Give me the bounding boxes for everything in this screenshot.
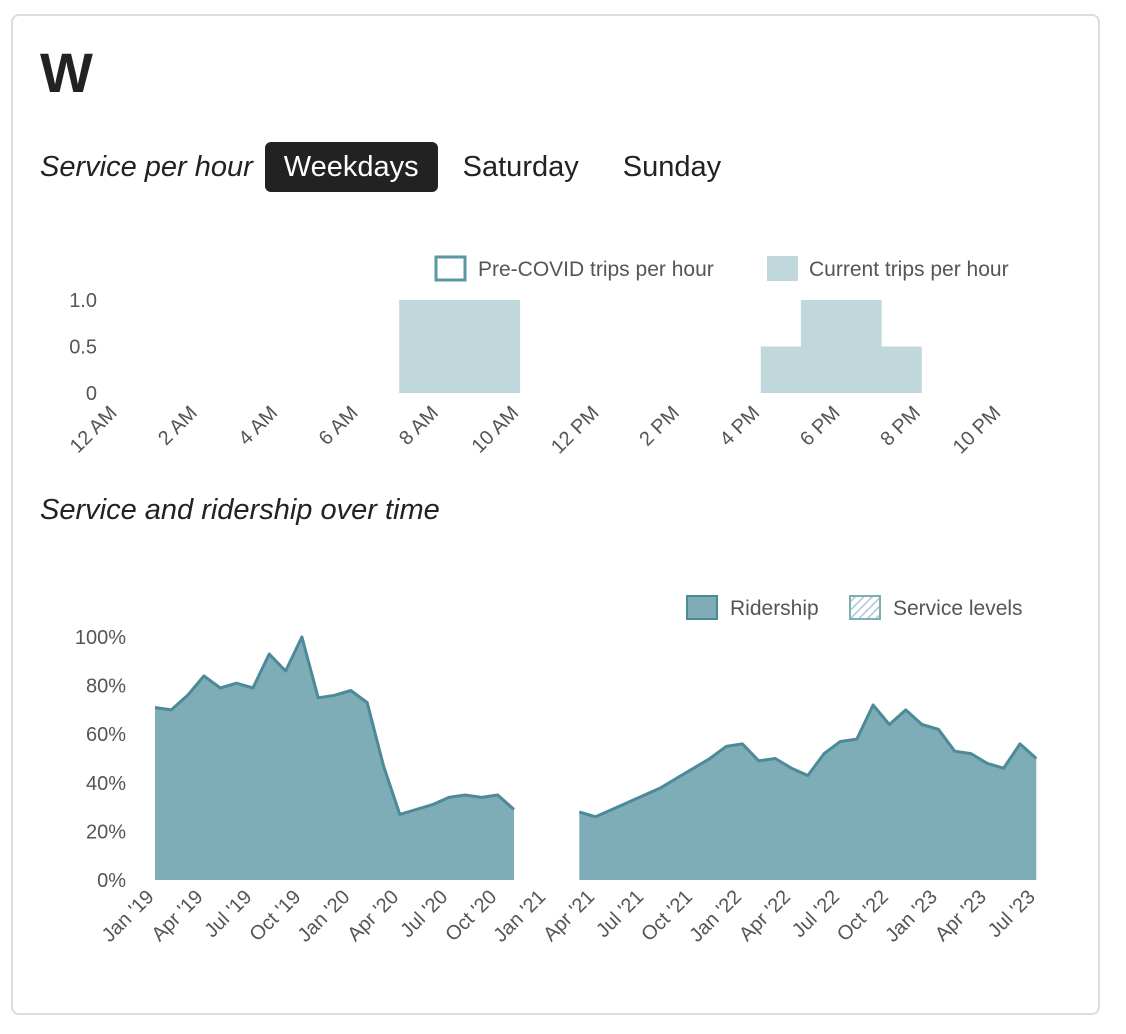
- x-tick-label: Apr '20: [343, 886, 403, 946]
- legend-swatch-precovid: [434, 255, 467, 282]
- ridership-area: [579, 705, 1037, 880]
- x-tick-label: 10 PM: [949, 402, 1005, 458]
- y-tick-label: 0: [86, 383, 97, 405]
- x-tick-label: 6 PM: [796, 402, 845, 451]
- x-tick-label: Jan '23: [881, 886, 942, 947]
- legend-swatch-current: [767, 256, 798, 281]
- x-tick-label: 4 AM: [234, 402, 282, 450]
- legend-label-current: Current trips per hour: [809, 258, 1009, 281]
- ridership-line: [578, 703, 1038, 819]
- ridership-line: [154, 635, 515, 816]
- bar-current-trips: [841, 300, 882, 393]
- service-per-hour-label: Service per hour: [40, 150, 253, 183]
- x-tick-label: 10 AM: [468, 402, 524, 458]
- x-tick-label: 12 AM: [66, 402, 122, 458]
- tab-saturday[interactable]: Saturday: [462, 151, 579, 183]
- x-tick-label: Oct '19: [245, 886, 305, 946]
- x-tick-label: Jan '22: [685, 886, 746, 947]
- service-day-tabs: Service per hour Weekdays Saturday Sunda…: [40, 142, 746, 192]
- y-tick-label: 40%: [86, 773, 126, 795]
- x-tick-label: Apr '21: [539, 886, 599, 946]
- x-tick-label: 4 PM: [716, 402, 765, 451]
- y-tick-label: 20%: [86, 821, 126, 843]
- x-tick-label: 12 PM: [547, 402, 603, 458]
- route-title: W: [40, 41, 93, 104]
- tab-sunday[interactable]: Sunday: [622, 151, 722, 183]
- x-tick-label: Oct '20: [441, 886, 501, 946]
- legend-label-ridership: Ridership: [730, 597, 819, 620]
- y-tick-label: 0.5: [69, 337, 97, 359]
- x-tick-label: 2 AM: [154, 402, 202, 450]
- x-tick-label: 2 PM: [635, 402, 684, 451]
- legend-swatch-service-levels: [849, 595, 881, 620]
- bar-current-trips: [800, 300, 842, 393]
- bar-current-trips: [439, 300, 480, 393]
- x-tick-label: Apr '22: [735, 886, 795, 946]
- hourly-service-chart: 0 0.5 1.0 12 AM 2 AM 4 AM 6 AM 8 AM 10 AM 12 PM 2 …: [66, 290, 1005, 458]
- x-tick-label: Jul '23: [984, 886, 1040, 942]
- y-tick-label: 80%: [86, 676, 126, 698]
- legend-label-service-levels: Service levels: [893, 597, 1023, 620]
- x-tick-label: Jan '20: [294, 886, 355, 947]
- y-tick-label: 1.0: [69, 290, 97, 312]
- y-tick-label: 0%: [97, 870, 126, 892]
- service-ridership-title: Service and ridership over time: [40, 494, 440, 526]
- bar-current-trips: [760, 346, 802, 393]
- x-tick-label: 8 AM: [395, 402, 443, 450]
- x-tick-label: 6 AM: [315, 402, 363, 450]
- y-tick-label: 60%: [86, 724, 126, 746]
- x-tick-label: Oct '21: [637, 886, 697, 946]
- legend-swatch-ridership: [686, 595, 718, 620]
- y-tick-label: 100%: [75, 627, 126, 649]
- legend-label-precovid: Pre-COVID trips per hour: [478, 258, 714, 281]
- ridership-area: [155, 637, 514, 880]
- bar-current-trips: [881, 346, 922, 393]
- bar-current-trips: [479, 300, 521, 393]
- x-tick-label: Jan '19: [98, 886, 159, 947]
- x-tick-label: Apr '23: [931, 886, 991, 946]
- bar-current-trips: [399, 300, 440, 393]
- x-tick-label: Apr '19: [148, 886, 208, 946]
- x-tick-label: Jan '21: [489, 886, 550, 947]
- tab-weekdays[interactable]: Weekdays: [264, 142, 438, 192]
- x-tick-label: 8 PM: [876, 402, 925, 451]
- x-tick-label: Oct '22: [833, 886, 893, 946]
